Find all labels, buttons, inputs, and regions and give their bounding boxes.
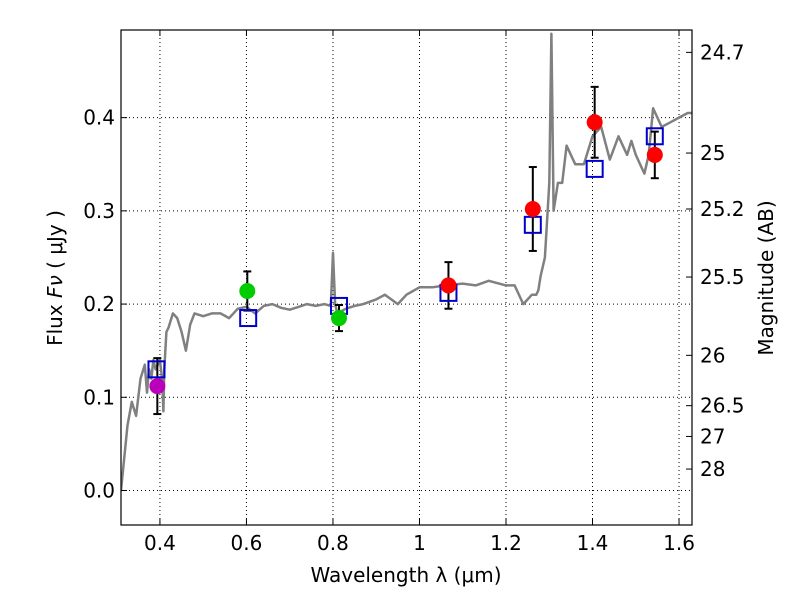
x-tick-label: 1.6 <box>663 531 695 555</box>
x-tick-label: 1.4 <box>577 531 609 555</box>
right-tick-label: 28 <box>700 457 725 481</box>
observed-point <box>239 283 256 300</box>
right-tick-label: 26 <box>700 343 725 367</box>
observed-point <box>331 310 348 327</box>
right-axis-label: Magnitude (AB) <box>754 200 778 355</box>
right-tick-label: 25.5 <box>700 265 745 289</box>
observed-point <box>440 277 457 294</box>
right-tick-label: 24.7 <box>700 40 745 64</box>
spectrum-line <box>121 32 692 491</box>
y-tick-label: 0.3 <box>83 199 115 223</box>
right-tick-label: 25.2 <box>700 197 745 221</box>
error-bars <box>153 85 659 416</box>
x-tick-label: 0.4 <box>144 531 176 555</box>
right-tick-label: 25 <box>700 141 725 165</box>
y-tick-label: 0.4 <box>83 106 115 130</box>
x-tick-label: 1.2 <box>490 531 522 555</box>
model-square <box>147 360 166 379</box>
y-axis-label: Flux Fν ( μJy ) <box>43 210 67 346</box>
model-square <box>239 309 258 328</box>
model-square <box>585 159 604 178</box>
y-tick-label: 0.1 <box>83 385 115 409</box>
y-tick-label: 0.0 <box>83 479 115 503</box>
plot-frame <box>120 29 693 526</box>
x-tick-label: 0.6 <box>231 531 263 555</box>
observed-point <box>586 114 603 131</box>
observed-point <box>524 200 541 217</box>
x-tick-label: 0.8 <box>317 531 349 555</box>
observed-point <box>646 146 663 163</box>
grid <box>121 30 692 525</box>
x-tick-label: 1 <box>413 531 426 555</box>
x-axis-label: Wavelength λ (μm) <box>310 563 501 587</box>
model-squares <box>147 127 664 379</box>
ticks: 0.4 0.6 0.8 1 1.2 1.4 1.6 0.0 0.1 0.2 0.3 0.4 24.7 25… <box>83 30 745 555</box>
right-tick-label: 26.5 <box>700 394 745 418</box>
observed-point <box>149 378 166 395</box>
right-tick-label: 27 <box>700 424 725 448</box>
spectrum-layer <box>121 32 692 491</box>
observed-points <box>149 114 663 395</box>
y-tick-label: 0.2 <box>83 292 115 316</box>
model-square <box>645 127 664 146</box>
